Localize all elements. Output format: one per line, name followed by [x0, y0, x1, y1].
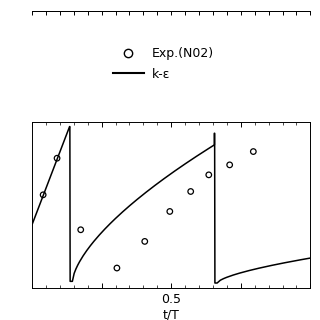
Legend: Exp.(N02), k-ε: Exp.(N02), k-ε [108, 42, 219, 86]
Point [142, 239, 147, 244]
Point [78, 227, 83, 232]
Point [54, 156, 60, 161]
Point [114, 266, 119, 271]
Point [206, 172, 211, 177]
X-axis label: t/T: t/T [163, 308, 180, 320]
Point [41, 192, 46, 197]
Point [188, 189, 193, 194]
Point [227, 162, 232, 167]
Point [251, 149, 256, 154]
Point [167, 209, 172, 214]
